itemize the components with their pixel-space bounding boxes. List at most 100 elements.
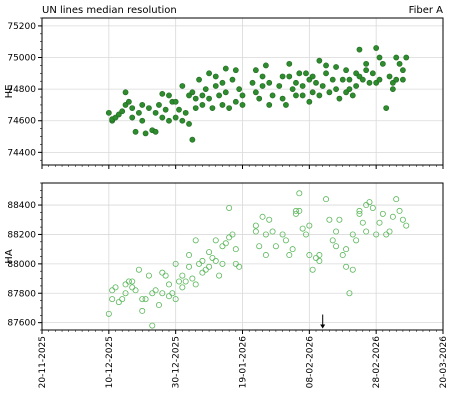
x-tick-label-0: 20-11-2025: [38, 336, 48, 388]
he-point-40: [199, 92, 206, 99]
ha-point-29: [176, 278, 183, 285]
ha-point-13: [139, 296, 146, 303]
x-tick-label-4: 08-02-2026: [305, 336, 315, 389]
ha-point-19: [152, 287, 159, 294]
he-point-92: [323, 70, 329, 77]
he-point-8: [125, 98, 132, 105]
x-tick-label-2: 30-12-2025: [172, 336, 182, 388]
he-point-52: [222, 89, 229, 96]
he-point-25: [166, 117, 172, 124]
he-point-123: [393, 54, 400, 61]
he-point-75: [286, 60, 293, 67]
he-point-111: [366, 79, 373, 86]
ha-point-31: [179, 284, 186, 291]
he-point-66: [262, 62, 269, 69]
he-point-58: [239, 92, 246, 99]
ha-point-52: [226, 234, 233, 241]
he-point-30: [179, 83, 186, 89]
he-point-101: [346, 86, 353, 93]
ha-ytick-label-4: 88400: [7, 201, 36, 211]
ha-point-82: [323, 196, 330, 203]
he-point-44: [206, 95, 212, 102]
he-point-112: [369, 70, 376, 77]
ha-ylabel: HA: [4, 249, 15, 264]
ha-point-68: [286, 252, 293, 259]
he-ylabel: HE: [4, 85, 15, 99]
he-point-9: [129, 114, 136, 121]
he-point-55: [232, 98, 239, 105]
ha-point-9: [129, 284, 136, 291]
he-point-18: [152, 128, 159, 135]
he-point-90: [319, 83, 326, 89]
he-point-79: [296, 70, 303, 77]
he-point-19: [152, 109, 159, 116]
ha-point-81: [316, 252, 323, 259]
ha-point-33: [186, 263, 193, 270]
he-point-68: [266, 79, 273, 86]
x-tick-label-5: 28-02-2026: [372, 336, 382, 389]
ha-point-57: [252, 228, 259, 235]
he-point-36: [189, 89, 196, 96]
he-point-43: [206, 70, 212, 77]
ha-point-85: [333, 228, 340, 235]
ha-point-51: [226, 204, 233, 211]
ha-point-104: [379, 210, 386, 217]
ha-point-106: [386, 228, 393, 235]
ha-point-14: [139, 307, 146, 314]
ha-point-101: [369, 204, 376, 211]
ha-point-78: [309, 266, 316, 273]
he-point-99: [343, 67, 349, 74]
chart-title: UN lines median resolution: [42, 5, 177, 16]
he-point-0: [105, 109, 112, 116]
ha-point-64: [269, 228, 276, 235]
he-point-122: [393, 76, 400, 83]
ha-point-59: [256, 243, 263, 250]
ha-point-58: [252, 222, 259, 229]
ha-point-65: [272, 243, 279, 250]
he-point-102: [346, 76, 353, 83]
he-point-81: [299, 83, 306, 89]
ha-point-83: [326, 216, 333, 223]
he-point-35: [189, 136, 196, 143]
ha-point-49: [219, 260, 226, 267]
he-point-61: [252, 67, 259, 74]
x-tick-label-3: 19-01-2026: [239, 336, 249, 389]
he-point-15: [142, 130, 149, 137]
ha-point-7: [122, 290, 129, 297]
ha-point-92: [349, 231, 356, 238]
he-point-56: [232, 67, 239, 74]
he-point-20: [156, 102, 162, 108]
he-point-13: [139, 102, 146, 108]
ha-point-48: [219, 243, 226, 250]
he-point-127: [403, 54, 410, 61]
ha-point-8: [125, 278, 132, 285]
ha-point-43: [206, 263, 213, 270]
annotation-arrow-head: [320, 324, 326, 329]
ha-point-110: [399, 216, 406, 223]
he-point-83: [306, 98, 313, 105]
he-point-7: [122, 89, 129, 96]
ha-point-97: [359, 219, 366, 226]
he-ytick-label-1: 74600: [7, 117, 36, 127]
he-point-57: [236, 86, 243, 93]
ha-point-37: [192, 281, 199, 288]
ha-point-44: [209, 254, 216, 261]
he-point-117: [379, 60, 386, 67]
he-point-105: [353, 83, 360, 89]
ha-point-6: [122, 281, 129, 288]
he-point-45: [209, 105, 216, 111]
ha-point-109: [396, 207, 403, 214]
ha-point-95: [356, 207, 363, 214]
ha-point-70: [292, 207, 299, 214]
ha-point-22: [159, 269, 166, 276]
he-point-77: [293, 92, 299, 99]
ha-point-66: [279, 231, 286, 238]
ha-point-0: [105, 310, 112, 317]
he-point-65: [259, 83, 266, 89]
ha-point-50: [222, 240, 229, 247]
ha-point-4: [115, 299, 122, 306]
ha-point-53: [229, 231, 236, 238]
ha-point-11: [132, 287, 139, 294]
ha-point-93: [349, 266, 356, 273]
he-point-119: [386, 73, 393, 80]
